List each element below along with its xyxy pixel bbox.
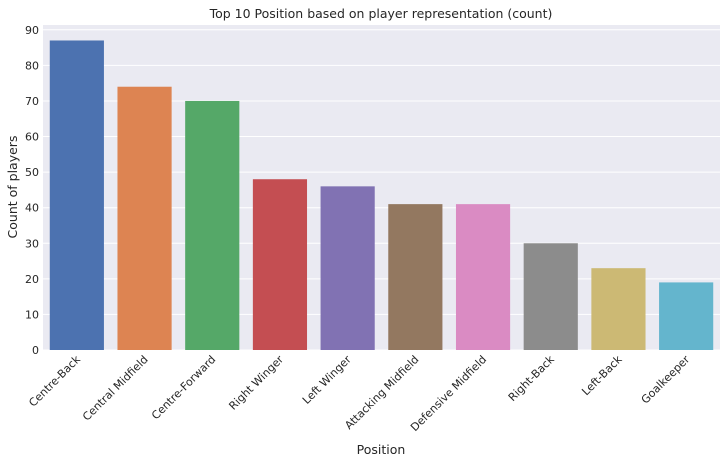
- x-tick-label: Attacking Midfield: [342, 353, 421, 432]
- x-tick-label: Right Winger: [226, 353, 286, 413]
- y-tick-label: 20: [25, 273, 39, 286]
- bars: [49, 40, 714, 351]
- bar-centre-back: [49, 40, 104, 350]
- x-tick-label: Central Midfield: [80, 353, 151, 424]
- y-axis-title: Count of players: [5, 136, 20, 239]
- x-tick-label: Defensive Midfield: [408, 353, 489, 434]
- y-tick-label: 40: [25, 202, 39, 215]
- bar-left-back: [591, 268, 646, 350]
- y-tick-labels: 0 10 20 30 40 50 60 70 80 90: [25, 24, 39, 357]
- bar-central-midfield: [117, 86, 172, 351]
- x-tick-label: Centre-Back: [26, 352, 83, 409]
- y-tick-label: 80: [25, 59, 39, 72]
- y-tick-label: 90: [25, 24, 39, 37]
- bar-left-winger: [320, 186, 375, 350]
- x-tick-label: Centre-Forward: [149, 353, 218, 422]
- y-tick-label: 0: [32, 344, 39, 357]
- x-axis-title: Position: [357, 442, 406, 457]
- x-tick-label: Right-Back: [506, 352, 558, 404]
- bar-defensive-midfield: [455, 204, 511, 350]
- x-tick-label: Goalkeeper: [639, 353, 693, 407]
- y-tick-label: 50: [25, 166, 39, 179]
- bar-right-winger: [252, 179, 308, 350]
- bar-centre-forward: [185, 100, 240, 350]
- y-tick-label: 30: [25, 237, 39, 250]
- x-tick-label: Left Winger: [300, 353, 354, 407]
- bar-goalkeeper: [659, 282, 714, 350]
- y-tick-label: 60: [25, 131, 39, 144]
- y-tick-label: 10: [25, 308, 39, 321]
- x-tick-label: Left-Back: [579, 352, 625, 398]
- bar-attacking-midfield: [388, 204, 443, 350]
- bar-right-back: [523, 243, 578, 350]
- chart-title: Top 10 Position based on player represen…: [209, 6, 553, 21]
- y-tick-label: 70: [25, 95, 39, 108]
